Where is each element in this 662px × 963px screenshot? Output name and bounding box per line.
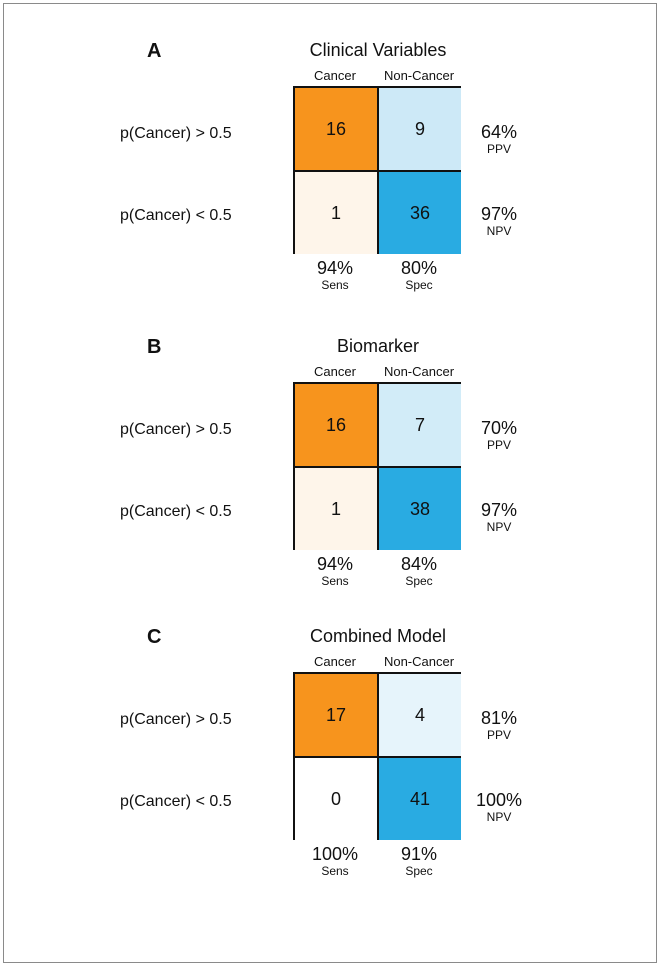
sensitivity-metric: 100% Sens <box>293 844 377 878</box>
panel-title: Clinical Variables <box>309 40 447 60</box>
column-header-non-cancer: Non-Cancer <box>383 68 455 83</box>
cell-true-negative: 41 <box>379 758 461 840</box>
ppv-value: 70% <box>480 418 518 438</box>
cell-false-positive: 7 <box>379 384 461 466</box>
sens-value: 94% <box>316 258 354 278</box>
row-label-below: p(Cancer) < 0.5 <box>120 793 232 810</box>
panel-b: B Biomarker Cancer Non-Cancer p(Cancer) … <box>0 336 662 626</box>
row-label-above: p(Cancer) > 0.5 <box>120 421 232 438</box>
spec-label: Spec <box>405 278 433 292</box>
panel-a: A Clinical Variables Cancer Non-Cancer p… <box>0 40 662 330</box>
confusion-matrix: 16 9 1 36 <box>293 86 461 254</box>
column-header-cancer: Cancer <box>314 654 356 669</box>
cell-true-positive: 16 <box>295 384 377 466</box>
panel-title: Biomarker <box>336 336 420 356</box>
npv-value: 97% <box>480 500 518 520</box>
npv-label: NPV <box>486 224 512 238</box>
ppv-value: 64% <box>480 122 518 142</box>
row-label-below: p(Cancer) < 0.5 <box>120 503 232 520</box>
sens-value: 94% <box>316 554 354 574</box>
sensitivity-metric: 94% Sens <box>293 258 377 292</box>
sens-label: Sens <box>321 864 349 878</box>
specificity-metric: 84% Spec <box>377 554 461 588</box>
cell-false-negative: 1 <box>295 468 377 550</box>
spec-value: 80% <box>400 258 438 278</box>
spec-value: 91% <box>400 844 438 864</box>
panel-letter: C <box>147 626 162 648</box>
panel-title: Combined Model <box>309 626 447 646</box>
ppv-metric: 64% PPV <box>468 122 530 156</box>
spec-label: Spec <box>405 574 433 588</box>
cell-true-positive: 16 <box>295 88 377 170</box>
panel-letter: B <box>147 336 162 358</box>
ppv-metric: 81% PPV <box>468 708 530 742</box>
cell-true-negative: 38 <box>379 468 461 550</box>
confusion-matrix: 16 7 1 38 <box>293 382 461 550</box>
column-header-non-cancer: Non-Cancer <box>383 364 455 379</box>
npv-value: 97% <box>480 204 518 224</box>
panel-c: C Combined Model Cancer Non-Cancer p(Can… <box>0 626 662 916</box>
spec-value: 84% <box>400 554 438 574</box>
column-header-cancer: Cancer <box>314 68 356 83</box>
npv-label: NPV <box>486 810 512 824</box>
sens-label: Sens <box>321 574 349 588</box>
matrix-divider-horizontal <box>295 466 459 468</box>
specificity-metric: 80% Spec <box>377 258 461 292</box>
npv-metric: 97% NPV <box>468 500 530 534</box>
row-label-above: p(Cancer) > 0.5 <box>120 125 232 142</box>
npv-metric: 100% NPV <box>468 790 530 824</box>
ppv-label: PPV <box>486 142 511 156</box>
ppv-value: 81% <box>480 708 518 728</box>
sens-label: Sens <box>321 278 349 292</box>
row-label-below: p(Cancer) < 0.5 <box>120 207 232 224</box>
sensitivity-metric: 94% Sens <box>293 554 377 588</box>
column-header-non-cancer: Non-Cancer <box>383 654 455 669</box>
npv-metric: 97% NPV <box>468 204 530 238</box>
ppv-label: PPV <box>486 438 511 452</box>
cell-false-negative: 0 <box>295 758 377 840</box>
cell-false-positive: 4 <box>379 674 461 756</box>
cell-false-negative: 1 <box>295 172 377 254</box>
panel-letter: A <box>147 40 162 62</box>
matrix-divider-horizontal <box>295 756 459 758</box>
cell-true-negative: 36 <box>379 172 461 254</box>
cell-true-positive: 17 <box>295 674 377 756</box>
npv-label: NPV <box>486 520 512 534</box>
npv-value: 100% <box>475 790 523 810</box>
sens-value: 100% <box>311 844 359 864</box>
column-header-cancer: Cancer <box>314 364 356 379</box>
cell-false-positive: 9 <box>379 88 461 170</box>
confusion-matrix: 17 4 0 41 <box>293 672 461 840</box>
row-label-above: p(Cancer) > 0.5 <box>120 711 232 728</box>
ppv-label: PPV <box>486 728 511 742</box>
spec-label: Spec <box>405 864 433 878</box>
ppv-metric: 70% PPV <box>468 418 530 452</box>
specificity-metric: 91% Spec <box>377 844 461 878</box>
matrix-divider-horizontal <box>295 170 459 172</box>
